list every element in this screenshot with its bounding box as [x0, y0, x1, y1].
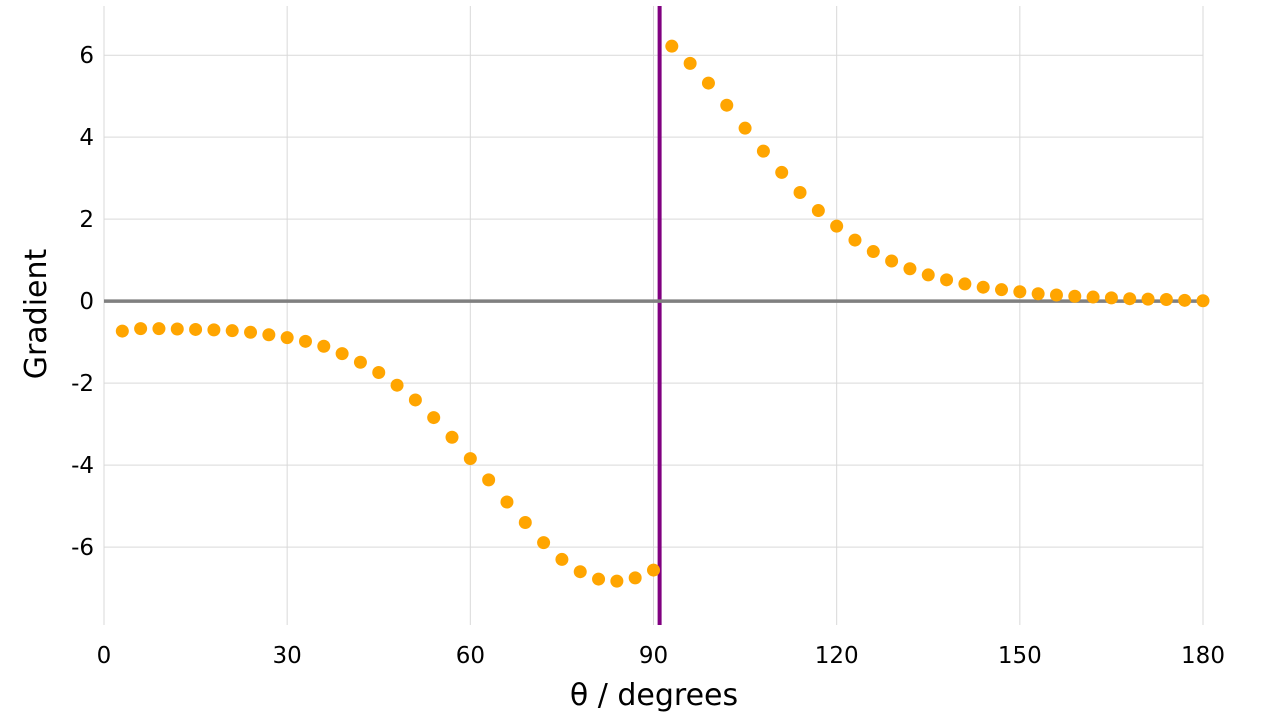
x-tick-label: 30 [273, 643, 302, 669]
x-tick-label: 180 [1181, 643, 1225, 669]
data-point [244, 325, 258, 339]
y-tick-labels: -6 -4 -2 0 2 4 6 [71, 43, 94, 561]
x-tick-labels: 0 30 60 90 120 150 180 [97, 643, 1225, 669]
data-point [390, 378, 404, 392]
x-tick-label: 90 [639, 643, 668, 669]
data-point [408, 393, 422, 407]
data-point [1049, 288, 1063, 302]
data-point [738, 121, 752, 135]
data-point [427, 411, 441, 425]
data-point [1068, 289, 1082, 303]
data-point [225, 324, 239, 338]
data-point [885, 254, 899, 268]
data-point [1178, 293, 1192, 307]
data-point [372, 365, 386, 379]
data-point [830, 219, 844, 233]
data-point [720, 98, 734, 112]
x-tick-label: 150 [998, 643, 1042, 669]
data-point [1013, 285, 1027, 299]
data-point [1104, 291, 1118, 305]
data-point [463, 452, 477, 466]
data-point [610, 574, 624, 588]
data-point [683, 56, 697, 70]
data-point [976, 280, 990, 294]
data-point [903, 262, 917, 276]
data-point [866, 245, 880, 259]
data-point [665, 39, 679, 53]
data-point [335, 347, 349, 361]
y-tick-label: -2 [71, 371, 94, 397]
data-point [628, 571, 642, 585]
data-point [518, 516, 532, 530]
data-point [793, 186, 807, 200]
y-tick-label: 6 [79, 43, 94, 69]
grid [103, 6, 1204, 625]
data-point [647, 563, 660, 577]
data-point [811, 204, 825, 218]
y-tick-label: -4 [71, 453, 94, 479]
y-tick-label: -6 [71, 535, 94, 561]
data-point [445, 430, 459, 444]
data-point [940, 273, 954, 287]
data-point [995, 283, 1009, 297]
data-point [170, 322, 184, 336]
data-point [537, 536, 551, 550]
data-point [189, 322, 203, 336]
x-tick-label: 60 [456, 643, 485, 669]
data-point [756, 144, 770, 158]
data-point [573, 565, 587, 579]
data-point [1141, 292, 1155, 306]
data-point [775, 165, 789, 179]
y-tick-label: 4 [79, 125, 94, 151]
x-tick-label: 0 [97, 643, 112, 669]
data-point [958, 277, 972, 291]
data-point [555, 552, 569, 566]
data-point [921, 268, 935, 282]
data-points [115, 39, 1210, 588]
y-axis-title: Gradient [19, 248, 54, 379]
data-point [134, 322, 148, 336]
x-axis-title: θ / degrees [570, 678, 738, 713]
data-point [592, 572, 606, 586]
data-point [298, 334, 312, 348]
data-point [262, 328, 276, 342]
data-point [1196, 294, 1210, 308]
data-point [115, 324, 129, 338]
data-point [1086, 290, 1100, 304]
data-point [1031, 287, 1045, 301]
data-point [1123, 292, 1137, 306]
x-tick-label: 120 [815, 643, 859, 669]
y-tick-label: 2 [79, 207, 94, 233]
data-point [701, 76, 715, 90]
data-point [152, 322, 166, 336]
y-tick-label: 0 [79, 289, 94, 315]
data-point [207, 323, 221, 337]
data-point [317, 339, 331, 353]
data-point [1159, 293, 1173, 307]
data-point [280, 331, 294, 345]
data-point [500, 495, 514, 509]
reference-lines [104, 6, 1203, 625]
data-point [482, 473, 496, 487]
data-point [353, 355, 367, 369]
data-point [848, 233, 862, 247]
